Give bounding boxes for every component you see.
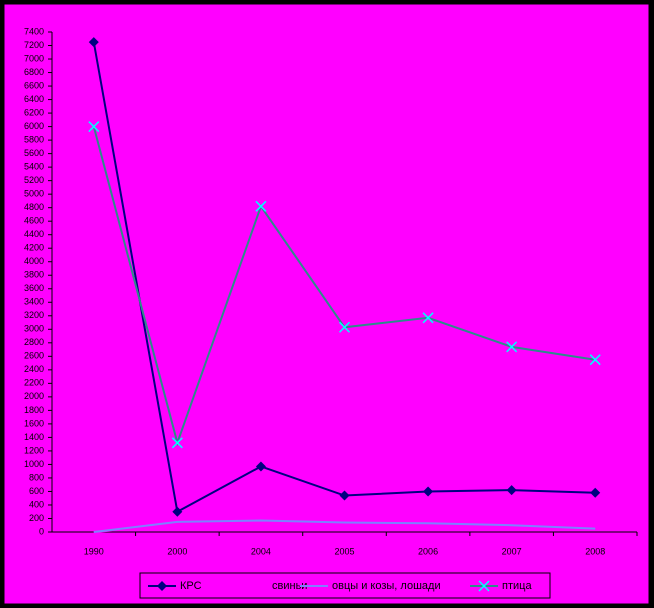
y-tick-label: 2400 [24,364,44,374]
marker [339,490,350,501]
legend-label: птица [502,580,532,592]
legend-marker [157,581,167,591]
y-tick-label: 5000 [24,189,44,199]
y-tick-label: 1800 [24,405,44,415]
y-tick-label: 4800 [24,202,44,212]
y-tick-label: 2200 [24,378,44,388]
x-tick-label: 2008 [585,546,605,556]
y-tick-label: 6400 [24,94,44,104]
marker [88,121,100,133]
y-tick-label: 2800 [24,337,44,347]
y-tick-label: 600 [29,486,44,496]
y-tick-label: 6000 [24,121,44,131]
legend-label: овцы и козы, лошади [332,580,441,592]
marker [171,437,183,449]
y-tick-label: 4400 [24,229,44,239]
y-tick-label: 7000 [24,53,44,63]
y-tick-label: 6600 [24,80,44,90]
marker [338,321,351,333]
y-tick-label: 7400 [24,26,44,36]
y-tick-label: 3000 [24,324,44,334]
x-tick-label: 1990 [84,546,104,556]
y-tick-label: 0 [39,526,44,536]
y-tick-label: 3400 [24,297,44,307]
marker [255,200,267,212]
y-tick-label: 5200 [24,175,44,185]
marker [172,506,183,517]
y-tick-label: 5600 [24,148,44,158]
legend-label: свиньи [272,580,307,592]
y-tick-label: 4600 [24,216,44,226]
y-tick-label: 1000 [24,459,44,469]
y-tick-label: 1400 [24,432,44,442]
y-tick-label: 5800 [24,134,44,144]
y-tick-label: 1200 [24,445,44,455]
marker [423,486,434,497]
legend-label: КРС [180,580,202,592]
y-tick-label: 7200 [24,40,44,50]
marker [506,485,517,496]
chart-background [3,3,650,605]
y-tick-label: 4200 [24,243,44,253]
y-tick-label: 2000 [24,391,44,401]
x-tick-label: 2005 [334,546,354,556]
y-tick-label: 800 [29,472,44,482]
y-tick-label: 200 [29,513,44,523]
y-tick-label: 6800 [24,67,44,77]
y-tick-label: 4000 [24,256,44,266]
legend-marker [478,580,490,592]
marker [590,487,601,498]
marker [255,461,266,472]
x-tick-label: 2000 [167,546,187,556]
y-tick-label: 2600 [24,351,44,361]
y-tick-label: 3600 [24,283,44,293]
y-tick-label: 3800 [24,270,44,280]
marker [422,312,434,324]
y-tick-label: 1600 [24,418,44,428]
y-tick-label: 400 [29,499,44,509]
x-tick-label: 2006 [418,546,438,556]
y-tick-label: 5400 [24,162,44,172]
y-tick-label: 3200 [24,310,44,320]
marker [589,354,601,366]
marker [506,341,518,353]
series-line [93,519,596,533]
x-tick-label: 2004 [251,546,271,556]
x-tick-label: 2007 [502,546,522,556]
marker [88,37,99,48]
y-tick-label: 6200 [24,107,44,117]
legend: КРС свиньи овцы и козы, лошади птица [139,572,551,599]
